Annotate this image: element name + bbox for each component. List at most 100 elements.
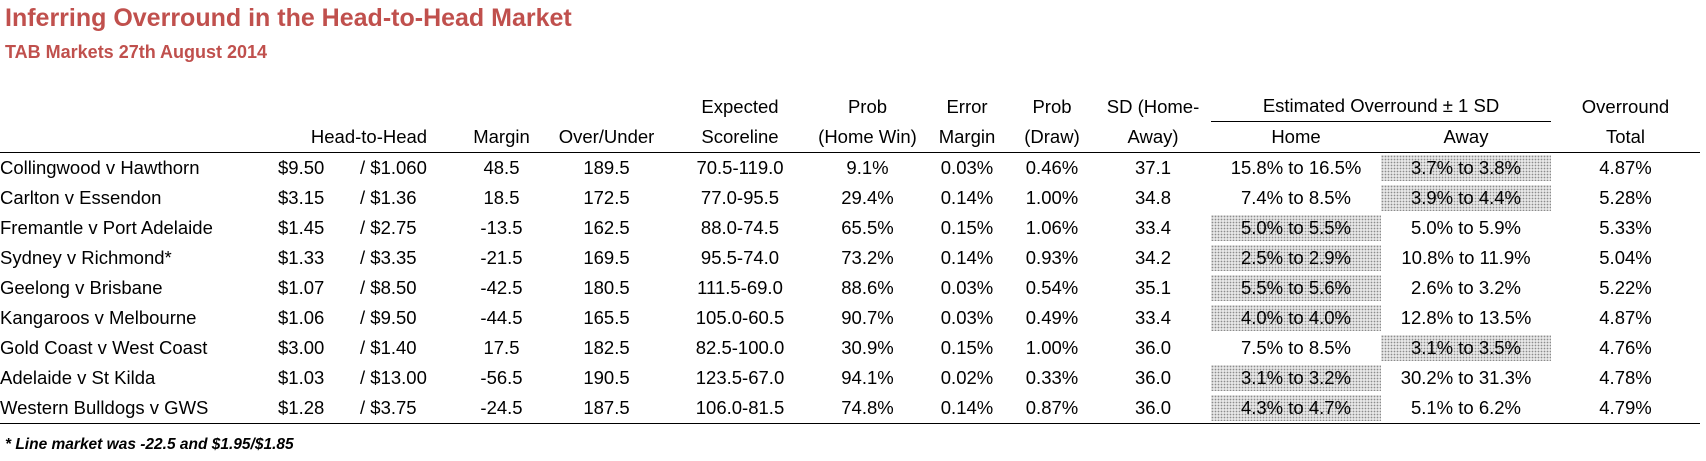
table-row: Carlton v Essendon $3.15 / $1.36 18.5 17… xyxy=(0,183,1700,213)
over-under-cell: 172.5 xyxy=(583,187,630,208)
est-home-cell: 7.4% to 8.5% xyxy=(1211,183,1381,213)
table-row: Western Bulldogs v GWS $1.28 / $3.75 -24… xyxy=(0,393,1700,424)
table-row: Geelong v Brisbane $1.07 / $8.50 -42.5 1… xyxy=(0,273,1700,303)
table-body: Collingwood v Hawthorn $9.50 / $1.060 48… xyxy=(0,153,1700,424)
est-home-cell: 2.5% to 2.9% xyxy=(1211,243,1381,273)
table-row: Fremantle v Port Adelaide $1.45 / $2.75 … xyxy=(0,213,1700,243)
est-away-cell: 30.2% to 31.3% xyxy=(1381,363,1551,393)
overround-total-cell: 4.87% xyxy=(1599,157,1652,178)
est-away-cell: 5.0% to 5.9% xyxy=(1381,213,1551,243)
home-price-cell: $1.06 xyxy=(278,307,325,328)
est-away-value: 2.6% to 3.2% xyxy=(1410,277,1522,298)
prob-home-cell: 9.1% xyxy=(846,157,889,178)
over-under-cell: 180.5 xyxy=(583,277,630,298)
away-price: $13.00 xyxy=(370,367,427,388)
col-header-error-line1: Error xyxy=(946,95,988,117)
over-under-cell: 182.5 xyxy=(583,337,630,358)
est-away-cell: 12.8% to 13.5% xyxy=(1381,303,1551,333)
prob-draw-cell: 0.49% xyxy=(1025,307,1079,328)
margin-cell: -56.5 xyxy=(480,367,523,388)
overround-total-cell: 4.79% xyxy=(1551,393,1700,424)
col-header-sd-line1: SD (Home- xyxy=(1106,95,1200,117)
prob-draw-cell: 0.33% xyxy=(1025,367,1079,388)
away-price: $2.75 xyxy=(370,217,417,238)
match-cell: Carlton v Essendon xyxy=(0,187,162,208)
match-cell: Collingwood v Hawthorn xyxy=(0,157,200,178)
est-home-value: 4.3% to 4.7% xyxy=(1211,395,1381,421)
est-away-value: 5.0% to 5.9% xyxy=(1410,217,1522,238)
expected-scoreline-cell: 95.5-74.0 xyxy=(700,247,780,268)
overround-total-cell: 5.33% xyxy=(1599,217,1652,238)
est-home-value: 2.5% to 2.9% xyxy=(1211,245,1381,271)
over-under-cell: 190.5 xyxy=(583,367,630,388)
margin-cell: -13.5 xyxy=(480,217,523,238)
margin-cell: 18.5 xyxy=(483,187,520,208)
away-price: $8.50 xyxy=(370,277,417,298)
home-price-cell: $1.33 xyxy=(278,247,325,268)
col-header-head-to-head: Head-to-Head xyxy=(278,121,460,153)
col-header-prob-home-line2: (Home Win) xyxy=(810,121,925,153)
prob-draw-cell: 1.00% xyxy=(1025,187,1079,208)
prob-home-cell: 65.5% xyxy=(841,217,894,238)
error-margin-cell: 0.02% xyxy=(940,367,994,388)
est-away-cell: 5.1% to 6.2% xyxy=(1381,393,1551,424)
overround-total-cell: 5.28% xyxy=(1599,187,1652,208)
est-home-cell: 5.5% to 5.6% xyxy=(1211,273,1381,303)
est-home-cell: 5.0% to 5.5% xyxy=(1211,213,1381,243)
table-row: Kangaroos v Melbourne $1.06 / $9.50 -44.… xyxy=(0,303,1700,333)
home-price-cell: $1.45 xyxy=(278,217,325,238)
error-margin-cell: 0.14% xyxy=(925,393,1009,424)
away-price-cell: / $9.50 xyxy=(360,307,417,328)
away-price: $3.75 xyxy=(370,397,417,418)
col-header-overround-line1: Overround xyxy=(1581,95,1670,117)
report-title: Inferring Overround in the Head-to-Head … xyxy=(5,4,572,32)
away-price: $1.060 xyxy=(370,157,427,178)
error-margin-cell: 0.15% xyxy=(940,217,994,238)
away-price-cell: / $3.75 xyxy=(360,393,460,424)
col-header-expected-line1: Expected xyxy=(701,95,779,117)
est-away-cell: 3.1% to 3.5% xyxy=(1381,333,1551,363)
error-margin-cell: 0.14% xyxy=(940,187,994,208)
est-away-cell: 3.9% to 4.4% xyxy=(1381,183,1551,213)
match-cell: Fremantle v Port Adelaide xyxy=(0,217,213,238)
est-home-cell: 4.3% to 4.7% xyxy=(1211,393,1381,424)
report-subtitle: TAB Markets 27th August 2014 xyxy=(5,42,268,62)
away-price-cell: / $2.75 xyxy=(360,217,417,238)
match-cell: Western Bulldogs v GWS xyxy=(0,393,278,424)
home-price-cell: $1.07 xyxy=(278,277,325,298)
col-header-margin: Margin xyxy=(460,121,543,153)
prob-draw-cell: 1.06% xyxy=(1025,217,1079,238)
est-away-value: 10.8% to 11.9% xyxy=(1401,247,1531,268)
table-row: Collingwood v Hawthorn $9.50 / $1.060 48… xyxy=(0,153,1700,184)
match-cell: Geelong v Brisbane xyxy=(0,277,163,298)
est-home-cell: 4.0% to 4.0% xyxy=(1211,303,1381,333)
est-away-value: 3.1% to 3.5% xyxy=(1381,335,1551,361)
prob-draw-cell: 1.00% xyxy=(1025,337,1079,358)
est-away-value: 3.7% to 3.8% xyxy=(1381,155,1551,181)
header-row-1: Expected Prob Error Prob SD (Home- Estim… xyxy=(0,91,1700,122)
error-margin-cell: 0.03% xyxy=(940,157,994,178)
est-away-cell: 2.6% to 3.2% xyxy=(1381,273,1551,303)
expected-scoreline-cell: 106.0-81.5 xyxy=(670,393,810,424)
error-margin-cell: 0.03% xyxy=(940,307,994,328)
est-away-value: 30.2% to 31.3% xyxy=(1400,367,1532,388)
col-header-prob-draw-line1: Prob xyxy=(1032,95,1072,117)
away-price-cell: / $3.35 xyxy=(360,247,417,268)
est-home-value: 3.1% to 3.2% xyxy=(1211,365,1381,391)
prob-draw-cell: 0.87% xyxy=(1009,393,1095,424)
home-price-cell: $1.28 xyxy=(278,393,360,424)
prob-home-cell: 29.4% xyxy=(841,187,894,208)
away-price: $9.50 xyxy=(370,307,417,328)
est-home-cell: 7.5% to 8.5% xyxy=(1211,333,1381,363)
error-margin-cell: 0.14% xyxy=(940,247,994,268)
sd-cell: 34.8 xyxy=(1134,187,1171,208)
error-margin-cell: 0.03% xyxy=(940,277,994,298)
col-header-expected-line2: Scoreline xyxy=(670,121,810,153)
prob-home-cell: 74.8% xyxy=(810,393,925,424)
est-home-value: 7.4% to 8.5% xyxy=(1240,187,1352,208)
est-home-value: 5.0% to 5.5% xyxy=(1211,215,1381,241)
col-header-sd-line2: Away) xyxy=(1095,121,1211,153)
overround-total-cell: 4.78% xyxy=(1599,367,1652,388)
est-home-value: 5.5% to 5.6% xyxy=(1211,275,1381,301)
error-margin-cell: 0.15% xyxy=(940,337,994,358)
